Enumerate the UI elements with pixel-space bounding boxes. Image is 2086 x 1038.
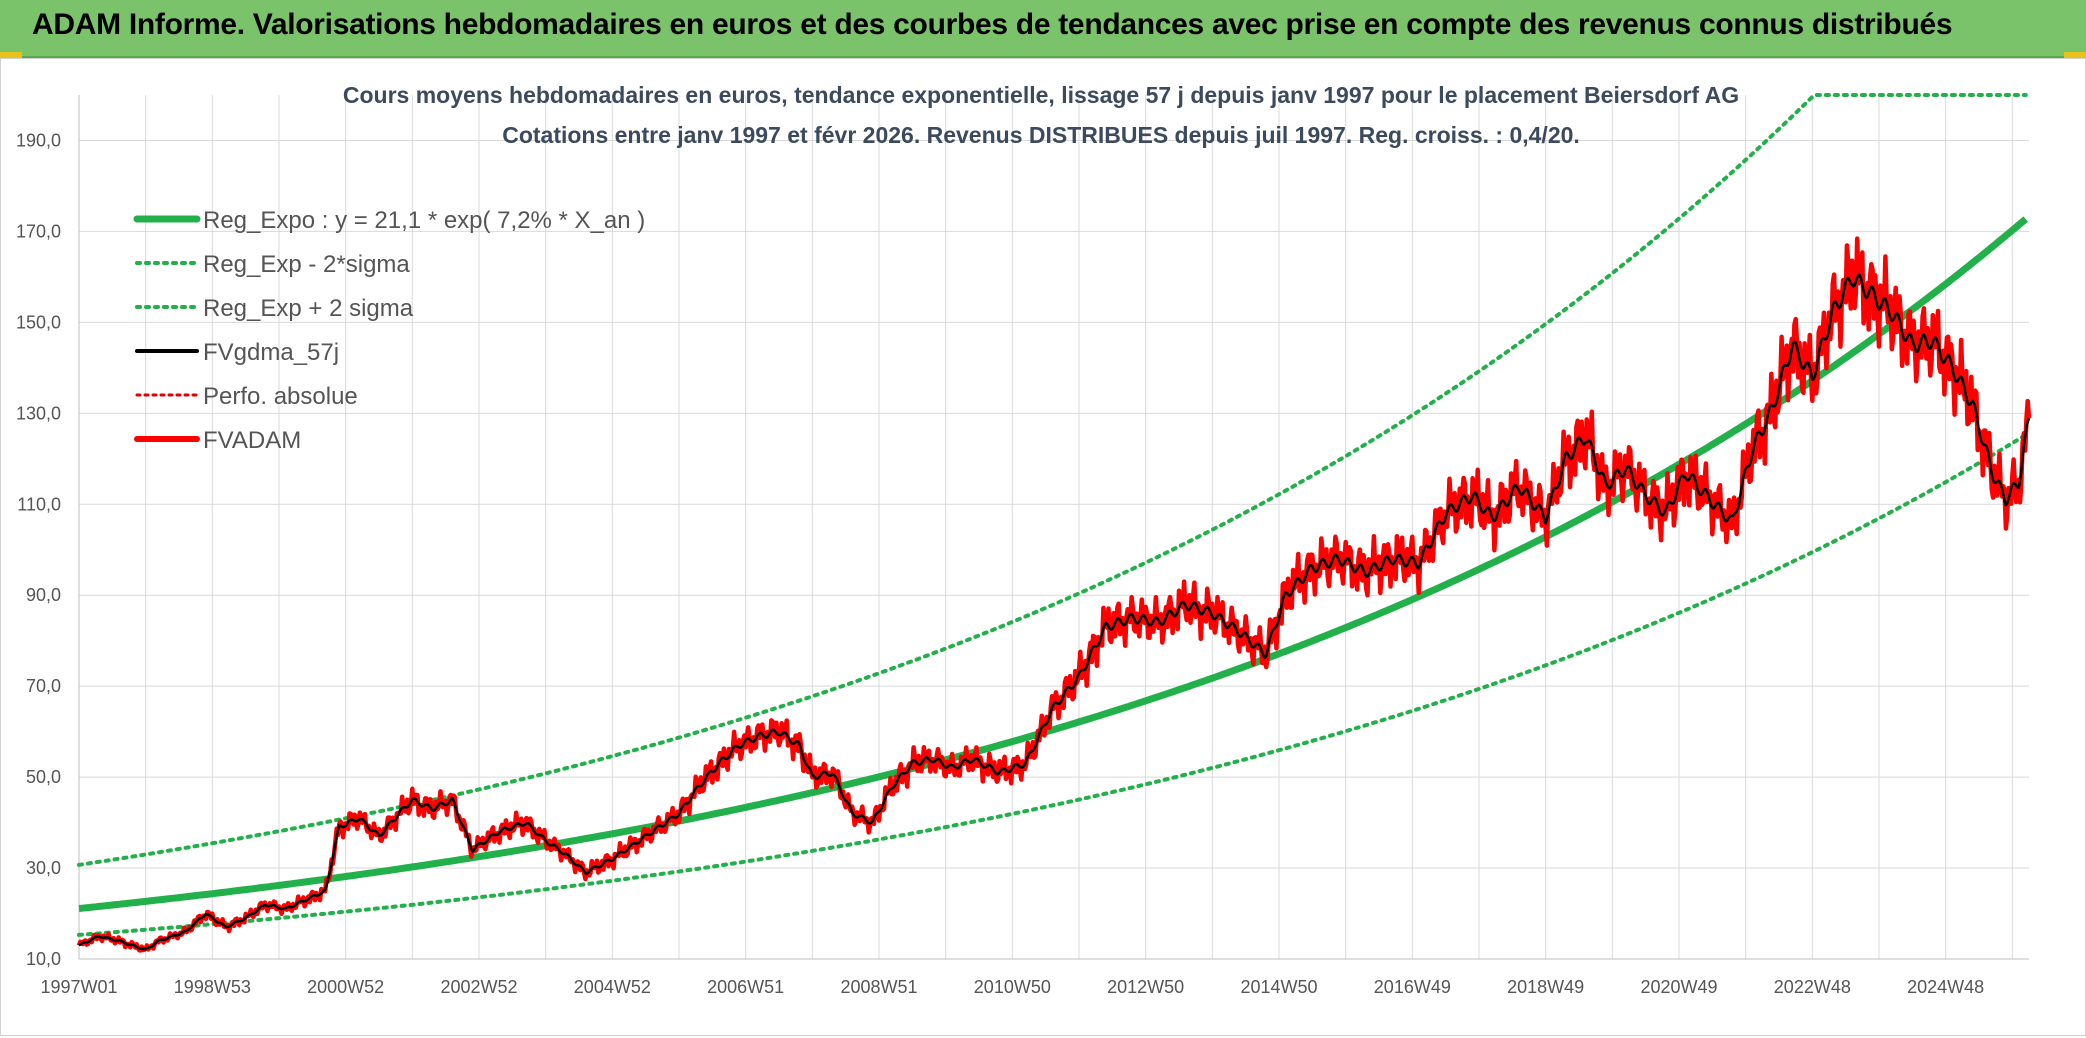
x-tick-label: 2018W49 [1507,977,1584,997]
chart-title-line2: Cotations entre janv 1997 et févr 2026. … [502,122,1580,148]
x-tick-label: 1998W53 [174,977,251,997]
x-tick-label: 2000W52 [307,977,384,997]
grid [78,95,2029,960]
series-reg-expo [78,216,2028,912]
y-tick-label: 90,0 [26,585,61,605]
chart-title-line1: Cours moyens hebdomadaires en euros, ten… [343,82,1739,108]
report-header: ADAM Informe. Valorisations hebdomadaire… [0,0,2086,58]
chart: Cours moyens hebdomadaires en euros, ten… [16,82,2032,997]
series-reg-exp-plus-2sigma [77,93,2028,867]
x-tick-label: 2004W52 [574,977,651,997]
x-tick-label: 2016W49 [1374,977,1451,997]
legend-label-3: FVgdma_57j [203,339,339,366]
y-tick-label: 110,0 [17,494,61,514]
x-tick-label: 2006W51 [707,977,784,997]
y-axis: 10,0 30,0 50,0 70,0 90,0 110,0 130,0 150,0 170,0… [16,130,61,969]
x-tick-label: 2022W48 [1774,977,1851,997]
legend-label-1: Reg_Exp - 2*sigma [203,251,410,278]
legend-label-4: Perfo. absolue [203,383,358,410]
series-reg-exp-minus-2sigma [77,432,2028,937]
legend-label-0: Reg_Expo : y = 21,1 * exp( 7,2% * X_an ) [203,207,645,234]
x-tick-label: 2010W50 [974,977,1051,997]
x-axis: 1997W01 1998W53 2000W52 2002W52 2004W52 2006W… [40,977,1984,997]
y-tick-label: 130,0 [16,403,61,423]
corner-marker-right [2064,52,2086,58]
y-tick-label: 170,0 [16,221,61,241]
series-group [76,93,2032,953]
x-tick-label: 2014W50 [1240,977,1317,997]
y-tick-label: 70,0 [26,676,61,696]
legend-label-5: FVADAM [203,427,301,454]
chart-frame: Cours moyens hebdomadaires en euros, ten… [0,58,2086,1036]
legend-label-2: Reg_Exp + 2 sigma [203,295,414,322]
y-tick-label: 190,0 [16,130,61,150]
y-tick-label: 150,0 [16,312,61,332]
y-tick-label: 10,0 [26,949,61,969]
legend: Reg_Expo : y = 21,1 * exp( 7,2% * X_an )… [133,207,645,454]
series-fvgdma-57j [78,273,2031,951]
series-fvadam [76,236,2032,953]
y-tick-label: 30,0 [26,858,61,878]
x-tick-label: 1997W01 [40,977,117,997]
x-tick-label: 2002W52 [440,977,517,997]
x-tick-label: 2012W50 [1107,977,1184,997]
x-tick-label: 2020W49 [1640,977,1717,997]
x-tick-label: 2008W51 [840,977,917,997]
y-tick-label: 50,0 [26,767,61,787]
x-tick-label: 2024W48 [1907,977,1984,997]
corner-marker-left [0,52,22,58]
report-title: ADAM Informe. Valorisations hebdomadaire… [32,8,1953,41]
